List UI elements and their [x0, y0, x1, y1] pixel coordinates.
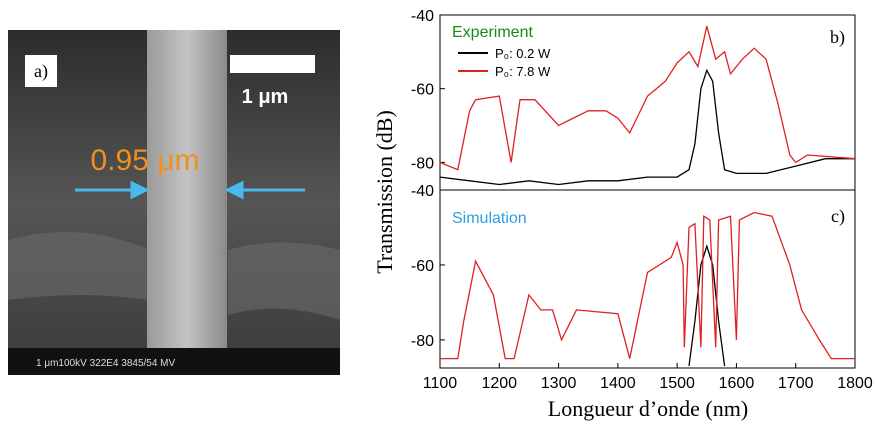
y-axis-label: Transmission (dB) — [372, 110, 397, 274]
series-line — [688, 244, 726, 367]
panel-label: a) — [34, 61, 48, 82]
info-text: 1 μm100kV 322E4 3845/54 MV — [36, 358, 176, 369]
series-line — [439, 68, 855, 186]
label-box — [25, 55, 57, 87]
series-line — [440, 211, 855, 360]
x-tick-label: 1600 — [719, 375, 755, 392]
pillar — [147, 30, 227, 350]
x-tick-label: 1400 — [600, 375, 636, 392]
x-tick-label: 1700 — [778, 375, 814, 392]
plot-frame — [439, 14, 856, 191]
annotation: Simulation — [452, 210, 527, 227]
x-tick-label: 1800 — [837, 375, 873, 392]
arrows — [75, 180, 305, 200]
y-tick-label: -60 — [411, 258, 434, 275]
sem-image: 1 μm100kV 322E4 3845/54 MV a) 1 μm 0.95 … — [8, 30, 340, 375]
x-tick-label: 1300 — [541, 375, 577, 392]
y-tick-label: -40 — [411, 183, 434, 200]
sem-texture — [228, 242, 340, 320]
plot-frame — [439, 189, 856, 369]
x-axis-label: Longueur d’onde (nm) — [548, 396, 748, 421]
series-line — [439, 25, 856, 171]
info-bar — [8, 348, 340, 375]
legend-label: P₀: 0.2 W — [495, 46, 551, 61]
scale-bar — [230, 55, 315, 73]
x-tick-label: 1500 — [659, 375, 695, 392]
x-tick-label: 1100 — [423, 375, 458, 392]
y-tick-label: -80 — [411, 155, 434, 172]
y-tick-label: -80 — [411, 333, 434, 350]
legend-label: P₀: 7.8 W — [495, 64, 551, 79]
panel-label: c) — [831, 206, 845, 227]
sem-texture — [8, 232, 150, 300]
x-tick-label: 1200 — [481, 375, 517, 392]
panel-label: b) — [830, 27, 845, 48]
width-label: 0.95 μm — [91, 144, 200, 177]
y-tick-label: -60 — [411, 82, 434, 99]
scale-label: 1 μm — [242, 86, 289, 108]
annotation: Experiment — [452, 24, 533, 41]
y-tick-label: -40 — [411, 8, 434, 25]
